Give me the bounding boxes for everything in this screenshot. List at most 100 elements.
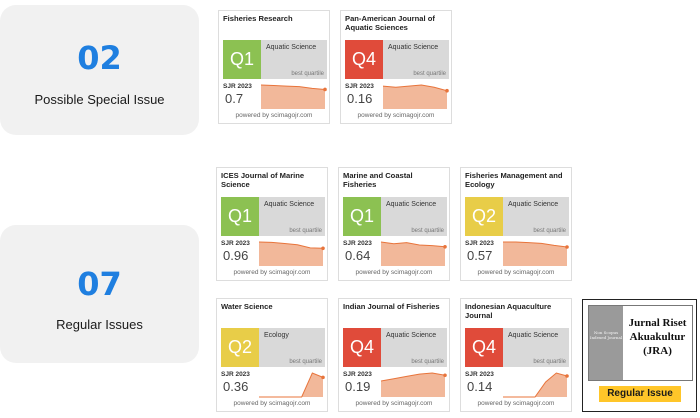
sjr-trend-chart	[258, 241, 325, 266]
jra-title: Jurnal Riset Akuakultur (JRA)	[623, 316, 692, 358]
trend-line	[380, 241, 446, 248]
sjr-value: 0.19	[345, 379, 371, 394]
sjr-value: 0.57	[467, 248, 493, 263]
sjr-trend-chart	[380, 372, 447, 397]
trend-latest-point	[321, 375, 325, 380]
subject-category: Aquatic Science	[266, 44, 317, 51]
journal-title: Marine and Coastal Fisheries	[343, 171, 413, 189]
sjr-card[interactable]: Water Science Q2 Ecology best quartile SJR 2…	[216, 298, 328, 412]
best-quartile-label: best quartile	[413, 71, 446, 77]
sjr-value: 0.64	[345, 248, 371, 263]
quartile-badge: Q4	[465, 328, 503, 367]
category-box: Aquatic Science best quartile	[261, 40, 327, 79]
sjr-card[interactable]: ICES Journal of Marine Science Q1 Aquatic …	[216, 167, 328, 281]
subject-category: Aquatic Science	[386, 332, 437, 339]
trend-line	[259, 372, 324, 398]
trend-area	[383, 85, 447, 109]
sjr-value: 0.36	[223, 379, 249, 394]
journal-title: Water Science	[221, 302, 273, 311]
best-quartile-label: best quartile	[411, 228, 444, 234]
powered-by-link[interactable]: powered by scimagojr.com	[477, 269, 555, 276]
best-quartile-label: best quartile	[533, 359, 566, 365]
sjr-value: 0.7	[225, 91, 244, 106]
best-quartile-label: best quartile	[289, 359, 322, 365]
trend-line	[380, 372, 446, 382]
powered-by-link[interactable]: powered by scimagojr.com	[235, 112, 313, 119]
trend-area	[261, 85, 325, 109]
trend-area	[259, 242, 323, 266]
category-box: Aquatic Science best quartile	[381, 197, 447, 236]
trend-latest-point	[443, 245, 447, 249]
sjr-card[interactable]: Pan-American Journal of Aquatic Sciences…	[340, 10, 452, 124]
regular-issues-caption: Regular Issues	[56, 317, 143, 332]
sjr-year-label: SJR 2023	[465, 240, 494, 247]
best-quartile-label: best quartile	[533, 228, 566, 234]
sjr-year-label: SJR 2023	[223, 83, 252, 90]
trend-area	[381, 242, 445, 266]
sjr-year-label: SJR 2023	[343, 371, 372, 378]
quartile-badge: Q4	[345, 40, 383, 79]
sjr-card[interactable]: Marine and Coastal Fisheries Q1 Aquatic Sc…	[338, 167, 450, 281]
subject-category: Aquatic Science	[264, 201, 315, 208]
journal-title: ICES Journal of Marine Science	[221, 171, 305, 189]
quartile-badge: Q2	[465, 197, 503, 236]
category-box: Aquatic Science best quartile	[259, 197, 325, 236]
sjr-year-label: SJR 2023	[343, 240, 372, 247]
category-box: Aquatic Science best quartile	[383, 40, 449, 79]
quartile-badge: Q4	[343, 328, 381, 367]
trend-latest-point	[323, 87, 327, 92]
powered-by-link[interactable]: powered by scimagojr.com	[233, 400, 311, 407]
sjr-value: 0.96	[223, 248, 249, 263]
regular-issues-panel: 07 Regular Issues	[0, 225, 199, 363]
sjr-year-label: SJR 2023	[221, 371, 250, 378]
sjr-card[interactable]: Fisheries Research Q1 Aquatic Science best …	[218, 10, 330, 124]
quartile-badge: Q1	[223, 40, 261, 79]
sjr-value: 0.14	[467, 379, 493, 394]
sjr-trend-chart	[259, 372, 325, 398]
sjr-card[interactable]: Indonesian Aquaculture Journal Q4 Aquatic …	[460, 298, 572, 412]
jra-cover: Non Scopus Indexed Journal Jurnal Riset …	[588, 305, 693, 381]
journal-title: Fisheries Management and Ecology	[465, 171, 563, 189]
regular-issues-count: 07	[77, 265, 122, 303]
jra-strip-text: Non Scopus Indexed Journal	[589, 330, 623, 340]
trend-area	[259, 373, 323, 397]
powered-by-link[interactable]: powered by scimagojr.com	[355, 400, 433, 407]
sjr-trend-chart	[380, 241, 447, 266]
subject-category: Aquatic Science	[508, 201, 559, 208]
trend-line	[503, 372, 568, 398]
special-issue-panel: 02 Possible Special Issue	[0, 5, 199, 135]
trend-line	[382, 84, 448, 92]
trend-line	[258, 241, 324, 249]
category-box: Ecology best quartile	[259, 328, 325, 367]
subject-category: Aquatic Science	[386, 201, 437, 208]
quartile-badge: Q1	[343, 197, 381, 236]
subject-category: Aquatic Science	[388, 44, 439, 51]
jra-title-line-2: Akuakultur	[629, 331, 686, 343]
jra-cover-strip: Non Scopus Indexed Journal	[589, 306, 623, 380]
jra-title-line-3: (JRA)	[643, 345, 672, 357]
special-issue-caption: Possible Special Issue	[34, 92, 165, 107]
sjr-card[interactable]: Indian Journal of Fisheries Q4 Aquatic Sci…	[338, 298, 450, 412]
jra-title-line-1: Jurnal Riset	[628, 317, 687, 329]
subject-category: Aquatic Science	[508, 332, 559, 339]
trend-latest-point	[565, 374, 569, 378]
trend-latest-point	[321, 246, 325, 251]
sjr-trend-chart	[503, 241, 569, 266]
journal-title: Indonesian Aquaculture Journal	[465, 302, 552, 320]
powered-by-link[interactable]: powered by scimagojr.com	[233, 269, 311, 276]
journal-title: Indian Journal of Fisheries	[343, 302, 440, 311]
trend-line	[503, 241, 568, 248]
sjr-value: 0.16	[347, 91, 373, 106]
quartile-badge: Q2	[221, 328, 259, 367]
sjr-card[interactable]: Fisheries Management and Ecology Q2 Aquati…	[460, 167, 572, 281]
sjr-year-label: SJR 2023	[221, 240, 250, 247]
powered-by-link[interactable]: powered by scimagojr.com	[477, 400, 555, 407]
sjr-year-label: SJR 2023	[345, 83, 374, 90]
powered-by-link[interactable]: powered by scimagojr.com	[355, 269, 433, 276]
trend-latest-point	[443, 373, 447, 378]
best-quartile-label: best quartile	[411, 359, 444, 365]
powered-by-link[interactable]: powered by scimagojr.com	[357, 112, 435, 119]
trend-line	[260, 84, 326, 90]
quartile-badge: Q1	[221, 197, 259, 236]
jra-journal-card: Non Scopus Indexed Journal Jurnal Riset …	[582, 299, 697, 412]
